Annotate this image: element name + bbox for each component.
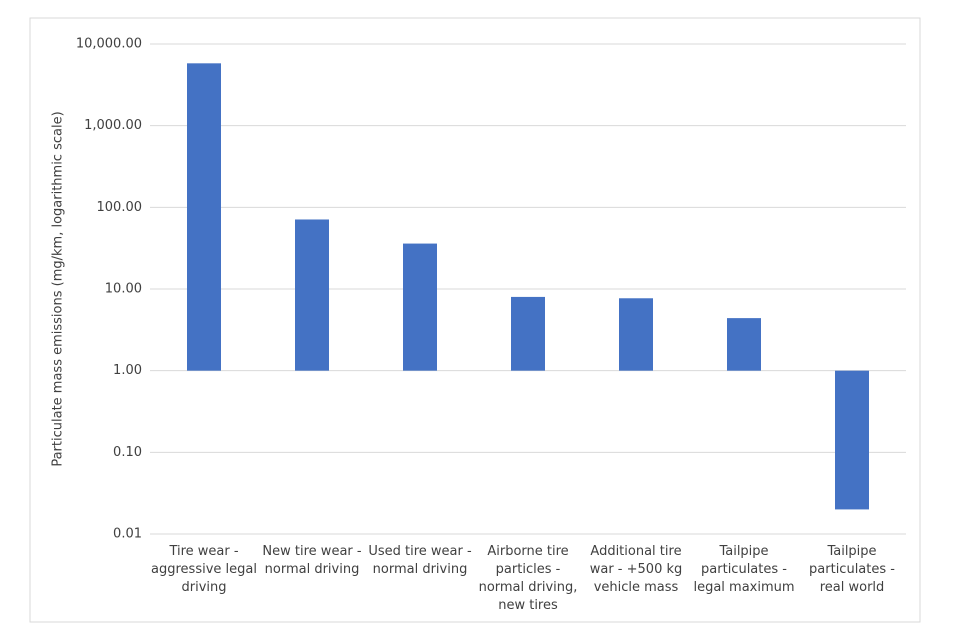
chart-frame: [29, 17, 921, 623]
x-tick-label: Used tire wear - normal driving: [368, 544, 472, 577]
y-tick-label: 0.10: [113, 445, 142, 460]
x-tick-label: Airborne tire particles - normal driving…: [478, 544, 578, 613]
y-tick-label: 0.01: [113, 527, 142, 542]
y-tick-label: 1,000.00: [84, 118, 142, 133]
bar: [403, 243, 437, 371]
bar: [835, 370, 869, 510]
x-tick-label: Additional tire war - +500 kg vehicle ma…: [589, 544, 683, 595]
x-tick-label: Tailpipe particulates - legal maximum: [693, 544, 795, 595]
y-axis-label: Particulate mass emissions (mg/km, logar…: [51, 111, 66, 466]
bar: [295, 219, 329, 371]
y-tick-label: 100.00: [97, 200, 143, 215]
x-tick-label: Tailpipe particulates - real world: [809, 544, 895, 595]
bar: [619, 298, 653, 371]
x-tick-label: New tire wear - normal driving: [262, 544, 362, 577]
bar: [727, 318, 761, 371]
x-tick-label: Tire wear - aggressive legal driving: [151, 544, 257, 595]
bar: [187, 63, 221, 371]
y-tick-label: 10.00: [105, 282, 142, 297]
y-tick-label: 1.00: [113, 363, 142, 378]
bar: [511, 296, 545, 371]
y-tick-label: 10,000.00: [76, 37, 142, 52]
